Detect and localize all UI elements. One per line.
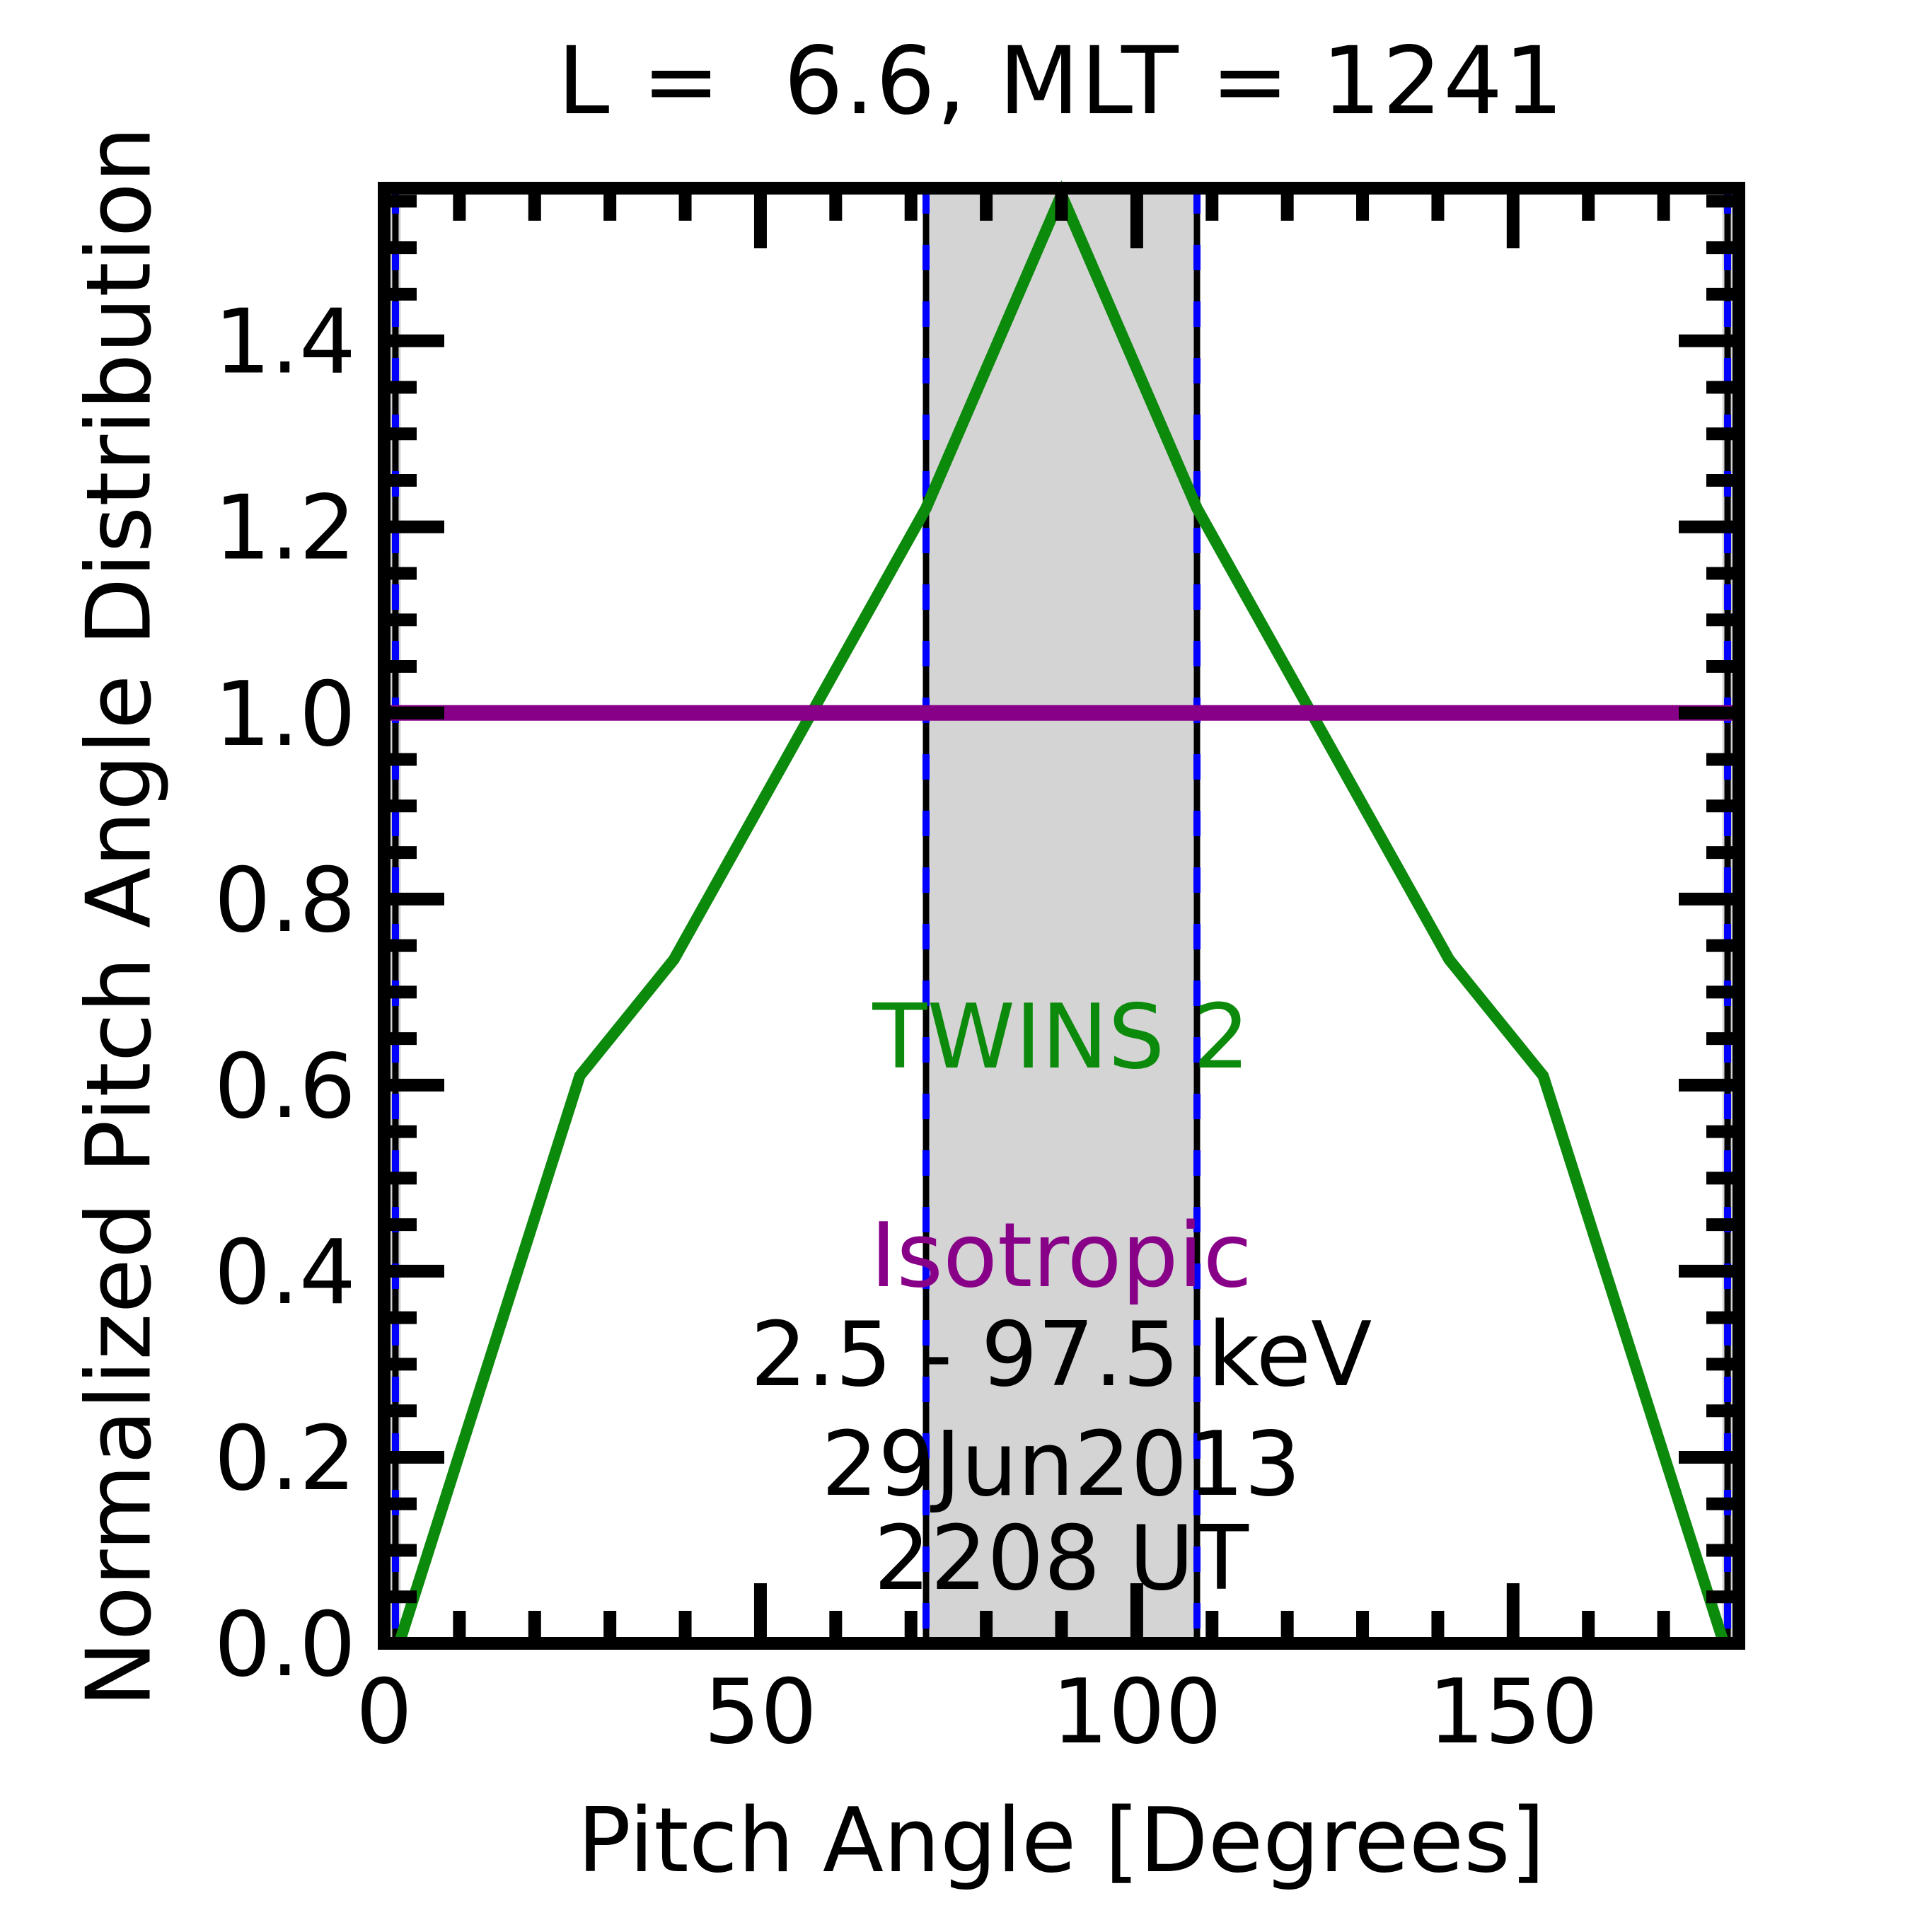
x-tick-label: 150	[1428, 1660, 1599, 1764]
x-axis-label: Pitch Angle [Degrees]	[577, 1788, 1545, 1892]
axes-frame	[378, 182, 1745, 1650]
y-tick-label: 0.2	[214, 1406, 356, 1510]
y-tick-label: 0.4	[214, 1220, 356, 1324]
y-tick-label: 1.2	[214, 476, 356, 580]
plot-title: L = 6.6, MLT = 1241	[557, 27, 1566, 136]
shaded-band	[926, 188, 1197, 1643]
y-tick-label: 0.6	[214, 1034, 356, 1138]
series-label-isotropic: Isotropic	[870, 1203, 1252, 1307]
date-label: 29Jun2013	[821, 1412, 1301, 1516]
energy-range-label: 2.5 - 97.5 keV	[750, 1302, 1372, 1406]
y-tick-label: 1.0	[214, 662, 356, 766]
y-tick-label: 1.4	[214, 290, 356, 394]
y-tick-label: 0.0	[214, 1592, 356, 1696]
series-label-twins2: TWINS 2	[872, 985, 1250, 1089]
x-tick-label: 50	[704, 1660, 817, 1764]
time-label: 2208 UT	[874, 1506, 1249, 1610]
y-tick-label: 0.8	[214, 848, 356, 952]
x-tick-label: 100	[1052, 1660, 1222, 1764]
x-tick-label: 0	[356, 1660, 412, 1764]
